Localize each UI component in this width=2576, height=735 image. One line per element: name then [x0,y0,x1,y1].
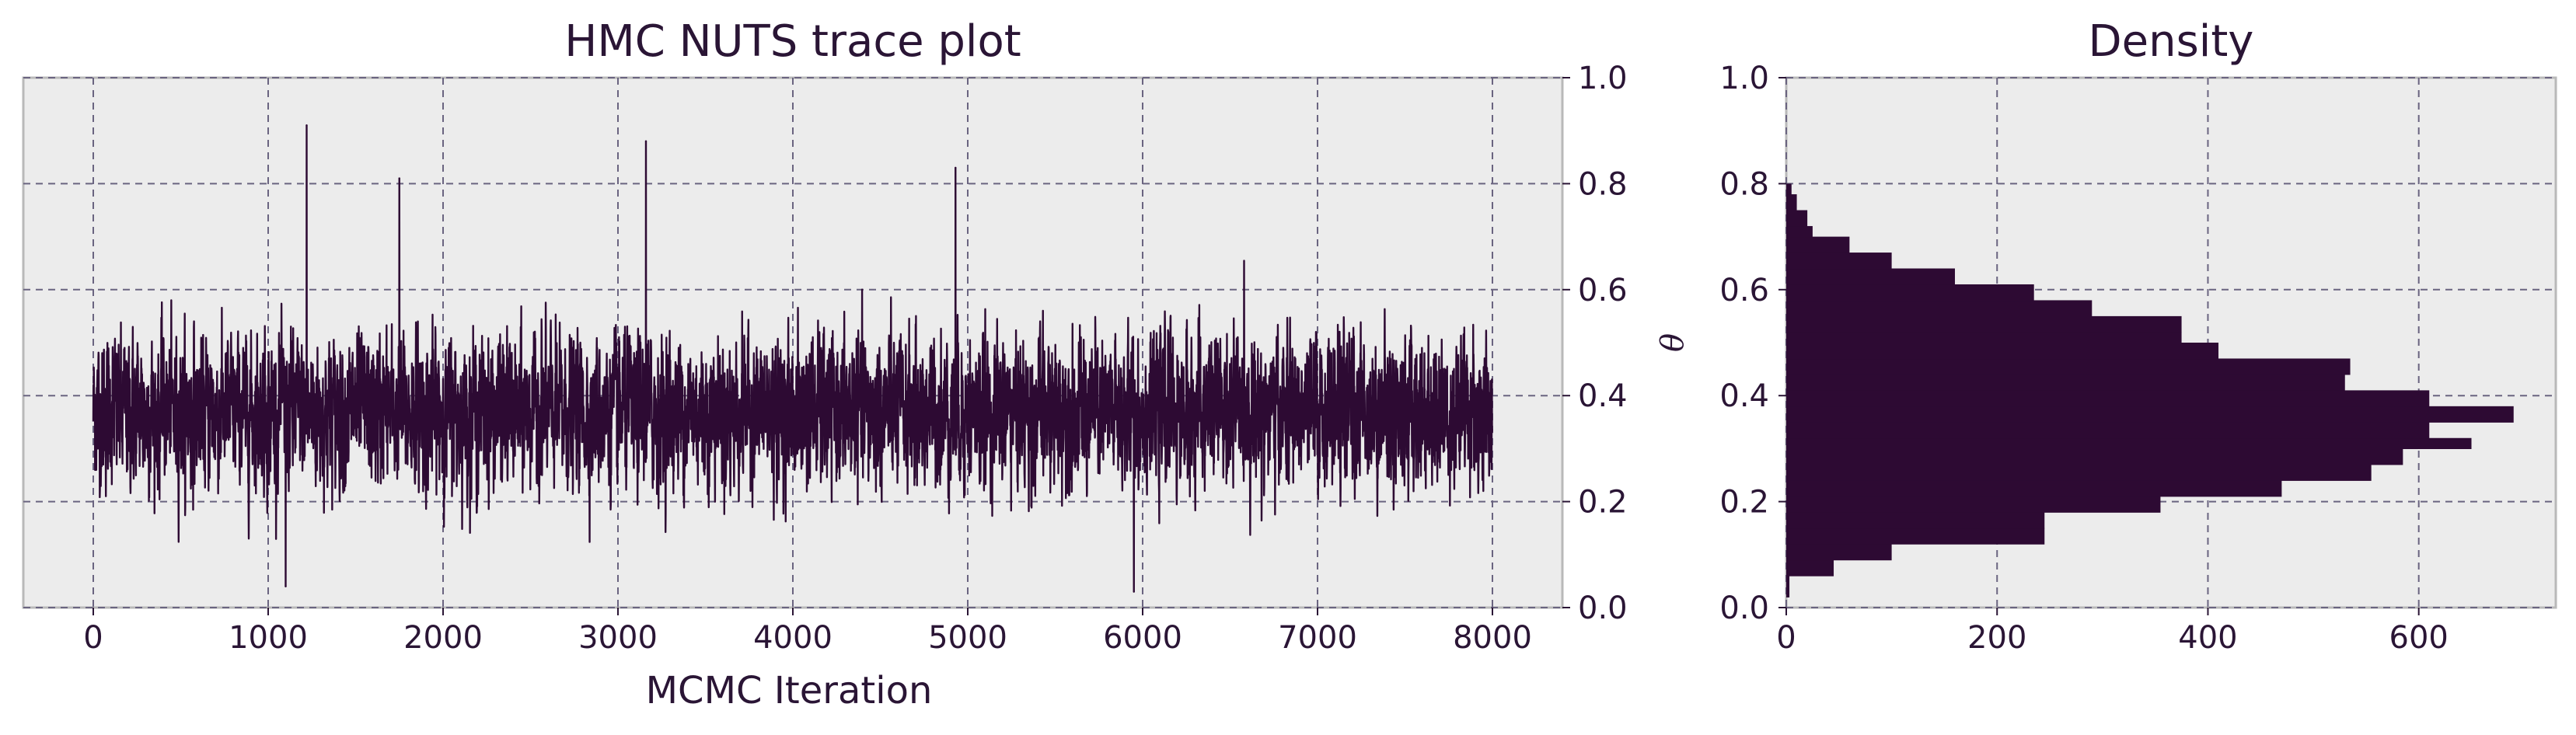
trace-x-tick-label: 0 [83,620,103,656]
density-bar [1786,236,1850,253]
density-y-tick-label: 0.0 [1719,590,1769,626]
density-bar [1786,225,1813,238]
trace-series-line [92,124,1493,593]
density-bar [1786,512,2045,529]
density-bar [1786,437,2472,449]
trace-x-tick-label: 6000 [1103,620,1182,656]
density-bar [1786,496,2161,513]
density-bar [1786,315,2182,333]
density-bar [1786,210,1808,227]
density-bar [1786,358,2351,375]
trace-x-axis-label: MCMC Iteration [646,669,933,712]
density-bars [1786,183,2514,597]
trace-x-tick-label: 7000 [1278,620,1357,656]
density-bar [1786,300,2093,317]
trace-peak-point [398,177,400,179]
density-bar [1786,544,1892,561]
trace-x-tick-label: 1000 [229,620,308,656]
trace-x-tick-label: 8000 [1453,620,1532,656]
trace-x-ticks: 0 1000 2000 3000 4000 5000 6000 7000 8000 [83,608,1532,656]
trace-y-tick-label: 0.4 [1578,378,1628,414]
density-bar [1786,343,2219,360]
density-bar [1786,422,2430,439]
density-panel: 0 200 400 600 0.0 0.2 0.4 0.6 0.8 1.0 Density θ [1655,16,2557,656]
trace-peak-point [644,140,647,143]
trace-y-tick-label: 0.2 [1578,485,1628,521]
density-x-tick-label: 0 [1776,620,1796,656]
density-bar [1786,528,2045,545]
density-bar [1786,284,2034,301]
density-bar [1786,194,1797,211]
density-y-tick-label: 1.0 [1719,61,1769,96]
trace-y-tick-label: 1.0 [1578,61,1628,96]
density-bar [1786,332,2182,343]
density-bar [1786,464,2372,481]
trace-y-tick-label: 0.8 [1578,166,1628,202]
density-y-tick-label: 0.2 [1719,485,1769,521]
trace-y-ticks: 0.0 0.2 0.4 0.6 0.8 1.0 [1562,61,1628,626]
trace-panel: 0 1000 2000 3000 4000 5000 6000 7000 8000 0.0 0.2… [22,16,1628,712]
trace-y-tick-label: 0.0 [1578,590,1628,626]
density-bar [1786,268,1955,285]
trace-peak-point [1133,590,1135,593]
trace-peak-point [955,166,957,169]
density-bar [1786,390,2430,407]
density-bar [1786,183,1792,195]
density-x-ticks: 0 200 400 600 [1776,608,2449,656]
density-bar [1786,448,2403,465]
density-title: Density [2089,16,2254,67]
density-y-ticks: 0.0 0.2 0.4 0.6 0.8 1.0 [1719,61,1786,626]
density-x-tick-label: 400 [2178,620,2237,656]
trace-grid [23,77,1562,608]
density-bar [1786,480,2282,497]
trace-x-tick-label: 3000 [578,620,658,656]
density-x-tick-label: 600 [2389,620,2449,656]
density-bar [1786,406,2514,423]
trace-title: HMC NUTS trace plot [564,16,1021,67]
density-y-tick-label: 0.4 [1719,378,1769,414]
density-bar [1786,253,1892,270]
trace-peaks [284,124,1135,593]
density-y-tick-label: 0.6 [1719,273,1769,308]
density-bar [1786,559,1834,577]
density-y-tick-label: 0.8 [1719,166,1769,202]
trace-y-tick-label: 0.6 [1578,273,1628,308]
trace-x-tick-label: 5000 [928,620,1007,656]
trace-x-tick-label: 2000 [403,620,483,656]
density-bar [1786,374,2345,391]
density-y-axis-label: θ [1655,333,1691,352]
trace-x-tick-label: 4000 [753,620,832,656]
trace-peak-point [305,124,308,127]
trace-peak-point [284,585,287,587]
density-bar [1786,576,1790,597]
density-x-tick-label: 200 [1967,620,2026,656]
